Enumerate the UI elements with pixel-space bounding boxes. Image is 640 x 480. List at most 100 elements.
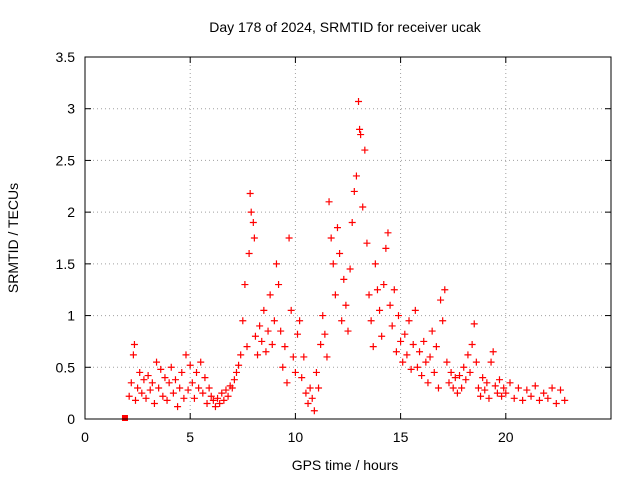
data-point: [489, 348, 497, 356]
data-point: [397, 337, 405, 345]
data-point: [256, 322, 264, 330]
data-point: [222, 386, 230, 394]
data-point: [209, 396, 217, 404]
data-point: [150, 399, 158, 407]
data-point: [485, 394, 493, 402]
data-point: [453, 389, 461, 397]
data-point: [403, 351, 411, 359]
data-point: [510, 394, 518, 402]
data-point: [171, 376, 179, 384]
data-point: [190, 394, 198, 402]
data-point: [363, 239, 371, 247]
data-point: [195, 384, 203, 392]
y-tick-label: 3: [67, 101, 75, 117]
data-point: [344, 327, 352, 335]
data-point: [131, 396, 139, 404]
data-point: [291, 368, 299, 376]
data-point: [390, 286, 398, 294]
data-point: [495, 376, 503, 384]
data-point: [479, 374, 487, 382]
data-point: [376, 306, 384, 314]
data-point: [211, 403, 219, 411]
data-point: [294, 330, 302, 338]
data-point: [159, 392, 167, 400]
data-point: [361, 146, 369, 154]
data-point: [394, 312, 402, 320]
data-point: [167, 363, 175, 371]
data-point: [348, 218, 356, 226]
start-marker: [121, 415, 128, 421]
data-point: [312, 368, 320, 376]
data-point: [506, 379, 514, 387]
data-point: [544, 394, 552, 402]
data-point: [428, 327, 436, 335]
data-point: [146, 386, 154, 394]
data-point: [462, 376, 470, 384]
data-point: [388, 322, 396, 330]
data-point: [306, 384, 314, 392]
data-point: [342, 301, 350, 309]
data-point: [384, 229, 392, 237]
data-point: [458, 384, 466, 392]
data-point: [296, 317, 304, 325]
data-point: [246, 190, 254, 198]
data-point: [186, 361, 194, 369]
data-point: [127, 379, 135, 387]
data-point: [260, 306, 268, 314]
data-point: [254, 351, 262, 359]
data-points: [121, 97, 569, 421]
data-point: [247, 208, 255, 216]
data-point: [136, 368, 144, 376]
data-point: [338, 317, 346, 325]
data-point: [470, 320, 478, 328]
data-point: [561, 396, 569, 404]
data-point: [270, 317, 278, 325]
x-tick-label: 5: [186, 429, 194, 445]
data-point: [445, 379, 453, 387]
data-point: [281, 343, 289, 351]
data-point: [310, 407, 318, 415]
data-point: [380, 281, 388, 289]
data-point: [228, 384, 236, 392]
data-point: [346, 265, 354, 273]
data-point: [203, 399, 211, 407]
data-point: [287, 306, 295, 314]
data-point: [216, 399, 224, 407]
data-point: [239, 317, 247, 325]
data-point: [129, 351, 137, 359]
data-point: [357, 131, 365, 139]
data-point: [493, 389, 501, 397]
data-point: [392, 348, 400, 356]
data-point: [540, 389, 548, 397]
data-point: [207, 392, 215, 400]
data-point: [552, 399, 560, 407]
data-point: [163, 396, 171, 404]
data-point: [319, 312, 327, 320]
data-point: [241, 281, 249, 289]
x-axis-label: GPS time / hours: [292, 457, 399, 473]
data-point: [268, 341, 276, 349]
data-point: [523, 386, 531, 394]
chart-title: Day 178 of 2024, SRMTID for receiver uca…: [209, 19, 482, 35]
data-point: [165, 379, 173, 387]
y-tick-label: 2.5: [56, 152, 76, 168]
data-point: [230, 376, 238, 384]
data-point: [285, 234, 293, 242]
y-tick-label: 3.5: [56, 49, 76, 65]
data-point: [378, 332, 386, 340]
data-point: [308, 394, 316, 402]
y-tick-label: 0.5: [56, 359, 76, 375]
data-point: [367, 317, 375, 325]
data-point: [340, 275, 348, 283]
data-point: [224, 392, 232, 400]
data-point: [298, 374, 306, 382]
data-point: [249, 218, 257, 226]
data-point: [266, 291, 274, 299]
data-point: [325, 198, 333, 206]
data-point: [245, 250, 253, 258]
data-point: [262, 348, 270, 356]
y-tick-label: 1: [67, 308, 75, 324]
x-tick-label: 20: [498, 429, 514, 445]
data-point: [352, 172, 360, 180]
data-point: [161, 374, 169, 382]
